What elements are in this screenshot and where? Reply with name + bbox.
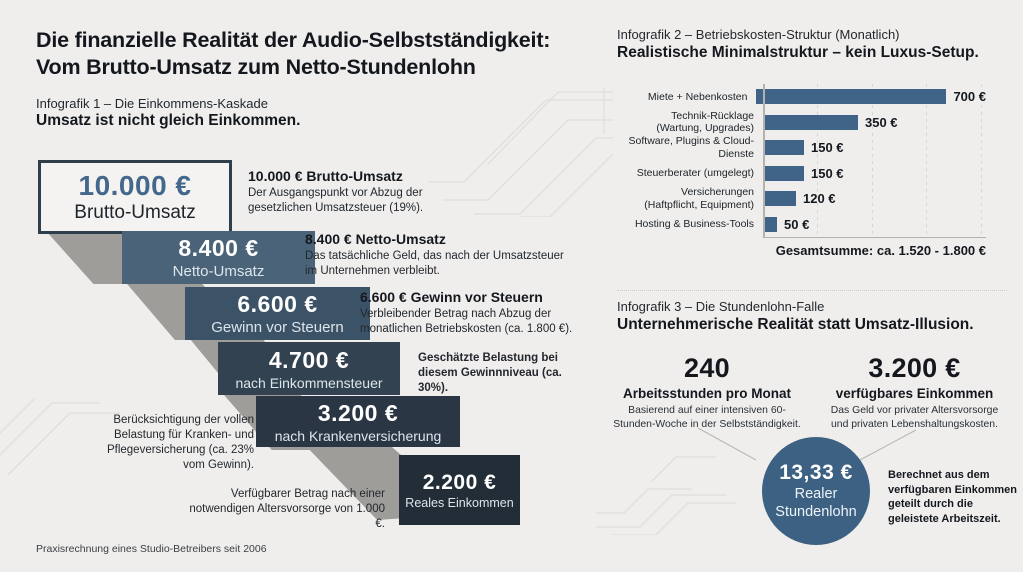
stat-value: 3.200 € <box>868 353 961 383</box>
bar-plot: 120 € <box>763 191 986 207</box>
cascade-step-netto-umsatz: 8.400 € Netto-Umsatz <box>122 231 315 284</box>
bar-row: Steuerberater (umgelegt) 150 € <box>617 161 986 187</box>
chart-x-axis <box>763 236 986 238</box>
bar <box>763 114 858 130</box>
annotation-altersvorsorge: Verfügbarer Betrag nach einer notwendige… <box>185 487 385 532</box>
hourly-wage-circle: 13,33 € Realer Stundenlohn <box>762 437 870 545</box>
bar-row: Software, Plugins & Cloud-Dienste 150 € <box>617 135 986 161</box>
annotation-netto-umsatz: 8.400 € Netto-Umsatz Das tatsächliche Ge… <box>305 231 570 279</box>
bar-row: Versicherungen (Haftpflicht, Equipment) 12… <box>617 186 986 212</box>
annotation-krankenversicherung: Berücksichtigung der vollen Belastung fü… <box>96 413 254 473</box>
annotation-title: 8.400 € Netto-Umsatz <box>305 231 446 247</box>
annotation-desc: Der Ausgangspunkt vor Abzug der gesetzli… <box>248 187 424 214</box>
page-title: Die finanzielle Realität der Audio-Selbs… <box>36 27 550 81</box>
stat-label: verfügbares Einkommen <box>835 386 994 401</box>
stat-desc: Das Geld vor privater Altersvorsorge und… <box>830 405 999 430</box>
circuit-trace-decoration-right <box>596 456 736 535</box>
source-note: Praxisrechnung eines Studio-Betreibers s… <box>36 543 267 555</box>
bar-plot: 150 € <box>763 140 986 156</box>
chart-total-label: Gesamtsumme: ca. 1.520 - 1.800 € <box>775 243 986 258</box>
stat-work-hours: 240 Arbeitsstunden pro Monat Basierend a… <box>612 353 802 431</box>
annotation-desc: Geschätzte Belastung bei diesem Gewinnni… <box>418 352 562 394</box>
annotation-desc: Berücksichtigung der vollen Belastung fü… <box>106 414 254 471</box>
step-label: nach Krankenversicherung <box>274 427 442 444</box>
bar-plot: 700 € <box>756 89 986 105</box>
annotation-title: 10.000 € Brutto-Umsatz <box>248 168 403 184</box>
chart-y-axis <box>763 84 765 237</box>
bar <box>763 165 804 181</box>
page-title-line2: Vom Brutto-Umsatz zum Netto-Stundenlohn <box>36 55 476 79</box>
infographic1-headline: Umsatz ist nicht gleich Einkommen. <box>36 112 301 129</box>
cascade-step-gewinn-vor-steuern: 6.600 € Gewinn vor Steuern <box>185 287 370 340</box>
bar-category-label: Versicherungen (Haftpflicht, Equipment) <box>644 186 754 211</box>
infographic2-kicker: Infografik 2 – Betriebskosten-Struktur (… <box>617 27 900 42</box>
infographic1-kicker: Infografik 1 – Die Einkommens-Kaskade <box>36 96 268 111</box>
operating-costs-chart: Miete + Nebenkosten 700 € Technik-Rücklage… <box>617 84 986 238</box>
bar-value-label: 150 € <box>811 140 844 156</box>
annotation-desc: Das tatsächliche Geld, das nach der Umsa… <box>305 250 564 277</box>
bar-plot: 50 € <box>763 216 986 232</box>
annotation-einkommensteuer: Geschätzte Belastung bei diesem Gewinnni… <box>418 351 586 396</box>
bar <box>756 89 947 105</box>
stat-available-income: 3.200 € verfügbares Einkommen Das Geld v… <box>822 353 1007 431</box>
annotation-brutto-umsatz: 10.000 € Brutto-Umsatz Der Ausgangspunkt… <box>248 168 453 216</box>
step-value: 10.000 € <box>78 170 192 201</box>
infographic3-headline: Unternehmerische Realität statt Umsatz-I… <box>617 316 974 333</box>
step-label: Netto-Umsatz <box>172 263 265 280</box>
wage-label-line2: Stundenlohn <box>775 504 857 520</box>
step-value: 8.400 € <box>178 235 259 261</box>
bar <box>763 216 777 232</box>
bar-row: Hosting & Business-Tools 50 € <box>617 212 986 238</box>
step-value: 4.700 € <box>268 346 350 373</box>
bar-value-label: 120 € <box>803 191 836 207</box>
annotation-title: 6.600 € Gewinn vor Steuern <box>360 289 543 305</box>
wage-calculation-note: Berechnet aus dem verfügbaren Einkommen … <box>888 469 1017 525</box>
bar-category-label: Technik-Rücklage (Wartung, Upgrades) <box>656 109 754 135</box>
cascade-step-nach-einkommensteuer: 4.700 € nach Einkommensteuer <box>218 342 400 395</box>
bar <box>763 191 796 207</box>
bar-plot: 150 € <box>763 165 986 181</box>
stat-desc: Basierend auf einer intensiven 60-Stunde… <box>613 405 801 430</box>
cascade-step-nach-krankenversicherung: 3.200 € nach Krankenversicherung <box>256 396 460 447</box>
step-value: 6.600 € <box>237 291 318 317</box>
bar-value-label: 350 € <box>865 114 898 130</box>
bar-value-label: 50 € <box>784 216 810 232</box>
section-divider <box>617 290 1007 291</box>
bar-category-label: Miete + Nebenkosten <box>647 90 748 103</box>
bar-category-label: Steuerberater (umgelegt) <box>636 167 754 180</box>
infographic3-kicker: Infografik 3 – Die Stundenlohn-Falle <box>617 299 825 314</box>
stat-label: Arbeitsstunden pro Monat <box>623 386 791 401</box>
bar-value-label: 150 € <box>811 165 844 181</box>
bar-row: Miete + Nebenkosten 700 € <box>617 84 986 110</box>
annotation-desc: Verbleibender Betrag nach Abzug der mona… <box>360 308 573 335</box>
circuit-trace-decoration-center <box>428 88 613 217</box>
infographic2-headline: Realistische Minimalstruktur – kein Luxu… <box>617 44 979 61</box>
wage-label-line1: Realer <box>794 485 838 502</box>
step-label: Gewinn vor Steuern <box>211 319 344 336</box>
bar <box>763 140 804 156</box>
annotation-gewinn-vor-steuern: 6.600 € Gewinn vor Steuern Verbleibender… <box>360 289 598 337</box>
bar-category-label: Software, Plugins & Cloud-Dienste <box>628 135 754 160</box>
bar-row: Technik-Rücklage (Wartung, Upgrades) 350 € <box>617 110 986 136</box>
step-label: Reales Einkommen <box>405 495 514 510</box>
step-label: nach Einkommensteuer <box>235 374 383 391</box>
cascade-step-reales-einkommen: 2.200 € Reales Einkommen <box>399 455 520 525</box>
cascade-step-brutto-umsatz: 10.000 € Brutto-Umsatz <box>38 160 232 234</box>
step-value: 2.200 € <box>422 470 497 494</box>
bar-plot: 350 € <box>763 114 986 130</box>
step-value: 3.200 € <box>317 399 399 426</box>
annotation-desc: Verfügbarer Betrag nach einer notwendige… <box>189 488 385 530</box>
wage-value: 13,33 € <box>779 460 853 484</box>
page-title-line1: Die finanzielle Realität der Audio-Selbs… <box>36 28 551 52</box>
step-label: Brutto-Umsatz <box>74 202 196 223</box>
stat-value: 240 <box>684 353 730 383</box>
bar-category-label: Hosting & Business-Tools <box>634 218 754 231</box>
bar-value-label: 700 € <box>953 89 986 105</box>
